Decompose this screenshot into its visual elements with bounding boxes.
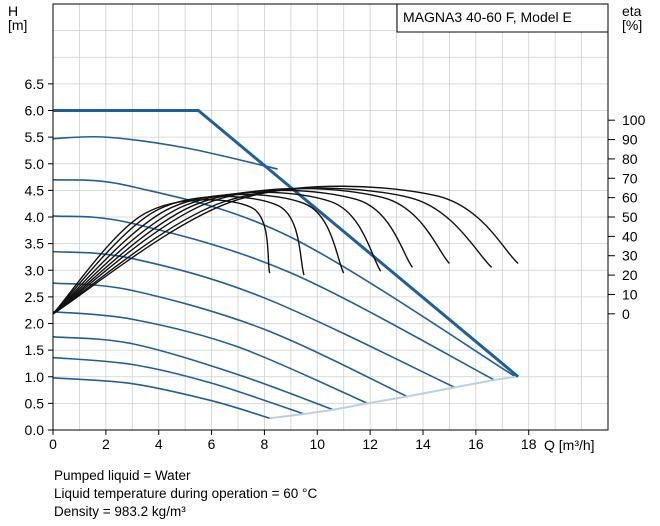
qh-curve [52,282,408,398]
qh-curve [52,215,495,381]
efficiency-curve [52,185,519,315]
efficiency-curve [52,187,450,315]
y-tick-label: 3.0 [25,262,45,278]
pump-performance-chart: 0 2 4 6 8 10 12 14 16 18 0.0 0.5 1.0 1.5 2.0 2.5 3.0 3.5 4… [8,3,646,453]
legend: MAGNA3 40-60 F, Model E [396,3,609,33]
x-tick-label: 6 [208,436,216,452]
y-tick-label: 2.5 [25,289,45,305]
title-box [396,3,609,33]
y-tick-label: 0.5 [25,395,45,411]
qh-curve [52,310,368,405]
axes: 0 2 4 6 8 10 12 14 16 18 0.0 0.5 1.0 1.5 2.0 2.5 3.0 3.5 4… [25,3,646,452]
qh-curve [52,250,456,389]
x-axis-label: Q [m³/h] [544,437,595,453]
y-tick-label: 0.0 [25,422,45,438]
efficiency-curve [52,195,305,315]
x-tick-label: 14 [415,436,431,452]
x-tick-label: 10 [309,436,325,452]
y2-tick-label: 100 [622,112,646,128]
y-tick-label: 5.5 [25,129,45,145]
pumped-liquid-note: Pumped liquid = Water [54,468,191,483]
x-tick-label: 12 [362,436,378,452]
y2-tick-label: 90 [622,132,638,148]
y-tick-label: 4.0 [25,209,45,225]
y-tick-label: 1.0 [25,369,45,385]
qh-curve [52,135,278,170]
liquid-temperature-note: Liquid temperature during operation = 60… [54,486,318,501]
y-tick-label: 2.0 [25,316,45,332]
y-tick-label: 6.0 [25,103,45,119]
x-tick-label: 2 [102,436,110,452]
y-tick-label: 5.0 [25,156,45,172]
y2-tick-label: 30 [622,248,638,264]
x-tick-label: 18 [521,436,537,452]
y2-tick-label: 0 [622,306,630,322]
y2-tick-label: 20 [622,267,638,283]
y2-axis-label: eta [%] [622,3,642,33]
min-limit-curve [269,375,516,420]
x-tick-label: 0 [49,436,57,452]
x-tick-label: 4 [155,436,163,452]
qh-curve [52,377,270,420]
y2-tick-label: 50 [622,209,638,225]
chart-title: MAGNA3 40-60 F, Model E [403,9,572,25]
y-tick-label: 4.5 [25,182,45,198]
y-axis-label: H [m] [8,3,27,33]
efficiency-curve [52,199,271,315]
qh-curve [52,356,305,415]
y-tick-label: 6.5 [25,76,45,92]
y2-tick-label: 80 [622,151,638,167]
y-tick-label: 3.5 [25,236,45,252]
y-tick-label: 1.5 [25,342,45,358]
qh-curve [52,336,334,411]
chart-notes: Pumped liquid = Water Liquid temperature… [54,467,317,521]
x-tick-label: 8 [261,436,269,452]
y2-tick-label: 10 [622,286,638,302]
max-speed-curve [53,109,520,378]
density-note: Density = 983.2 kg/m³ [54,504,186,519]
grid [53,4,608,430]
y2-tick-label: 70 [622,170,638,186]
y2-tick-label: 60 [622,190,638,206]
y2-tick-label: 40 [622,228,638,244]
x-tick-label: 16 [468,436,484,452]
qh-curve [52,178,516,378]
curves [52,109,520,420]
